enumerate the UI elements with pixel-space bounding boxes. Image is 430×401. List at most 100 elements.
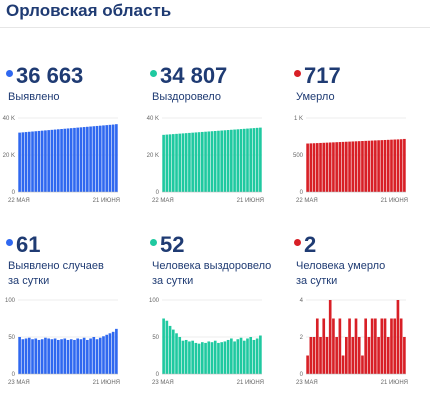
bar: [325, 142, 329, 192]
bar: [236, 339, 240, 374]
y-tick-label: 40 K: [3, 116, 15, 122]
bar: [374, 318, 377, 374]
series-dot-icon: [150, 238, 157, 246]
bar: [390, 139, 393, 192]
page-title: Орловская область: [6, 1, 172, 20]
bar: [31, 339, 34, 374]
bar: [338, 318, 342, 374]
y-tick-label: 4: [300, 298, 304, 304]
series-dot-icon: [6, 238, 13, 246]
bar: [380, 140, 384, 192]
bar: [396, 300, 400, 374]
stat-number: 717: [304, 63, 341, 88]
bar: [162, 318, 165, 374]
bar-chart: 40 K 20 K 0 22 МАЯ 21 ИЮНЯ: [147, 116, 264, 204]
bar: [322, 318, 326, 374]
bar: [27, 131, 31, 192]
stat-number: 2: [304, 232, 317, 257]
bar: [165, 320, 169, 374]
y-tick-label: 20 K: [3, 153, 15, 159]
bar: [115, 124, 118, 192]
bar: [220, 342, 223, 374]
bar: [178, 337, 182, 374]
y-tick-label: 0: [156, 372, 160, 378]
bar-chart: 4 2 0 23 МАЯ 21 ИЮНЯ: [296, 298, 408, 386]
series-dot-icon: [6, 69, 13, 77]
bar: [162, 134, 165, 192]
bar: [315, 143, 319, 192]
bar: [89, 126, 92, 192]
bar: [312, 143, 316, 192]
stat-headline: 2: [294, 232, 316, 258]
bar: [252, 128, 256, 192]
x-tick-label-start: 22 МАЯ: [296, 198, 318, 204]
bar: [201, 342, 204, 374]
bar: [191, 340, 194, 374]
bar: [27, 337, 31, 374]
bar: [328, 142, 332, 192]
stat-label-line-2: за сутки: [8, 275, 50, 287]
bar: [24, 132, 28, 192]
bar: [171, 134, 175, 192]
bar: [181, 133, 185, 192]
bar: [171, 329, 175, 374]
bar: [220, 130, 223, 192]
y-tick-label: 40 K: [147, 116, 159, 122]
bar: [217, 130, 220, 192]
stat-headline: 34 807: [150, 63, 227, 89]
bar: [175, 333, 178, 374]
series-dot-icon: [294, 69, 301, 77]
bar: [86, 126, 89, 192]
bar: [79, 339, 83, 374]
bar: [102, 336, 105, 374]
bar: [89, 338, 92, 374]
bar: [47, 338, 50, 374]
bar: [319, 337, 322, 374]
bar: [98, 125, 102, 192]
bar: [306, 355, 309, 374]
stat-number: 34 807: [160, 63, 228, 88]
bar: [341, 141, 345, 192]
bar: [194, 342, 198, 374]
bar: [204, 131, 207, 192]
y-tick-label: 0: [300, 190, 304, 196]
bar: [393, 318, 397, 374]
bar: [194, 132, 198, 192]
bar: [66, 339, 70, 374]
bar: [377, 140, 380, 192]
bar: [386, 337, 390, 374]
bar: [98, 337, 102, 374]
bar: [178, 133, 182, 192]
x-tick-label-start: 23 МАЯ: [152, 380, 174, 386]
stat-label-line-1: Выявлено случаев: [8, 260, 104, 272]
bar: [322, 142, 326, 192]
bar: [403, 138, 406, 192]
bar: [233, 341, 236, 374]
stat-label-line-1: Умерло: [296, 91, 335, 103]
bar: [390, 318, 393, 374]
bar: [191, 132, 194, 192]
bar: [197, 343, 201, 374]
bar: [76, 127, 79, 192]
y-tick-label: 500: [293, 153, 304, 159]
y-tick-label: 0: [156, 190, 160, 196]
bar: [364, 140, 367, 192]
bar: [361, 355, 364, 374]
bar: [63, 128, 67, 192]
bar: [181, 340, 185, 374]
bar: [351, 141, 355, 192]
y-tick-label: 100: [5, 298, 16, 304]
bar: [357, 141, 361, 192]
x-tick-label-end: 21 ИЮНЯ: [237, 198, 264, 204]
y-tick-label: 0: [300, 372, 304, 378]
bar: [249, 128, 253, 192]
bar: [63, 338, 67, 374]
stat-label-line-1: Выявлено: [8, 91, 60, 103]
stat-label-line-2: за сутки: [152, 275, 194, 287]
bar: [40, 130, 44, 192]
bar: [255, 338, 259, 374]
x-tick-label-start: 23 МАЯ: [296, 380, 318, 386]
bar: [223, 130, 227, 192]
bar: [399, 318, 403, 374]
bar: [31, 131, 34, 192]
